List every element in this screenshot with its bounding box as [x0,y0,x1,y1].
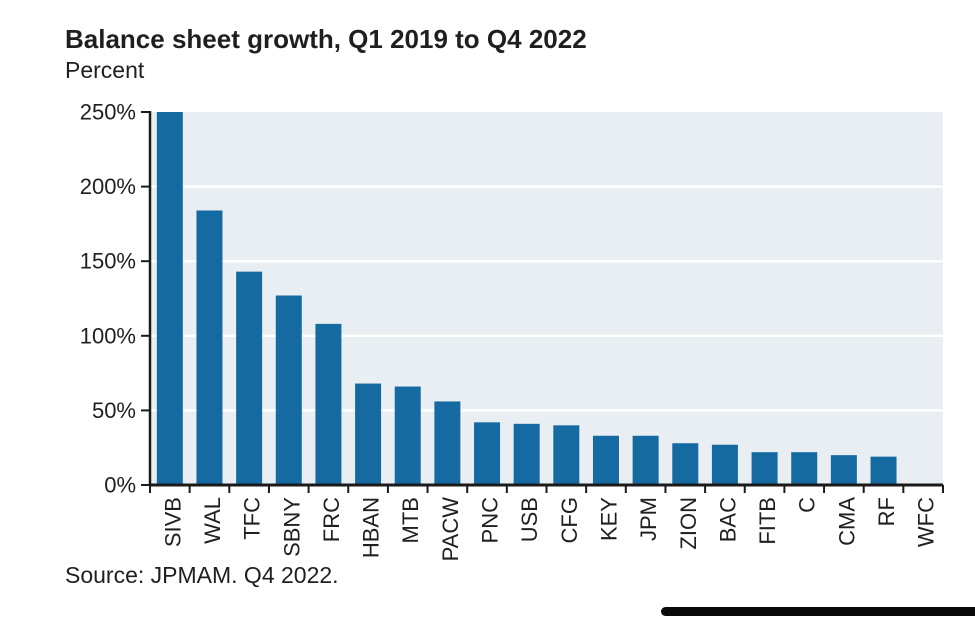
source-note: Source: JPMAM. Q4 2022. [65,562,339,588]
x-tick-label-FITB: FITB [755,497,780,545]
x-tick-label-BAC: BAC [715,497,740,542]
bar-FRC [315,323,342,485]
bar-PNC [474,422,501,485]
x-tick-label-JPM: JPM [636,497,661,541]
x-tick-label-MTB: MTB [398,497,423,543]
x-tick-label-FRC: FRC [319,497,344,542]
bar-RF [870,456,897,485]
bar-SIVB [156,112,183,485]
bar-USB [513,423,540,485]
bar-JPM [632,435,659,485]
x-tick-label-USB: USB [517,497,542,542]
y-tick-label-200: 200% [80,174,136,199]
x-tick-label-KEY: KEY [596,497,621,541]
x-tick-label-WAL: WAL [200,497,225,544]
bar-FITB [751,452,778,485]
plot-area [150,112,943,485]
x-tick-label-TFC: TFC [240,497,265,540]
x-tick-label-SBNY: SBNY [279,497,304,557]
y-tick-label-0: 0% [104,473,136,498]
bar-CFG [553,425,580,485]
chart-title: Balance sheet growth, Q1 2019 to Q4 2022 [65,24,587,54]
x-tick-label-SIVB: SIVB [160,497,185,547]
x-tick-label-PACW: PACW [438,497,463,562]
bar-ZION [672,443,699,485]
x-tick-label-HBAN: HBAN [359,497,384,558]
x-tick-label-WFC: WFC [914,497,939,547]
x-tick-label-CFG: CFG [557,497,582,543]
y-tick-label-50: 50% [92,398,136,423]
bar-MTB [394,386,421,485]
x-tick-label-RF: RF [874,497,899,526]
bar-BAC [711,444,738,485]
x-tick-label-CMA: CMA [834,497,859,546]
footer-divider-rule [661,607,975,616]
bar-PACW [434,401,461,485]
bar-CMA [830,455,857,485]
y-tick-label-250: 250% [80,100,136,125]
bar-SBNY [275,295,302,485]
bar-WAL [196,210,223,486]
y-tick-label-100: 100% [80,323,136,348]
bar-C [791,452,818,485]
y-tick-label-150: 150% [80,249,136,274]
y-axis-unit-label: Percent [65,57,145,83]
bar-KEY [592,435,619,485]
x-tick-label-PNC: PNC [478,497,503,544]
bar-TFC [236,271,263,485]
x-tick-label-ZION: ZION [676,497,701,550]
bar-HBAN [355,383,382,485]
x-tick-label-C: C [795,497,820,513]
